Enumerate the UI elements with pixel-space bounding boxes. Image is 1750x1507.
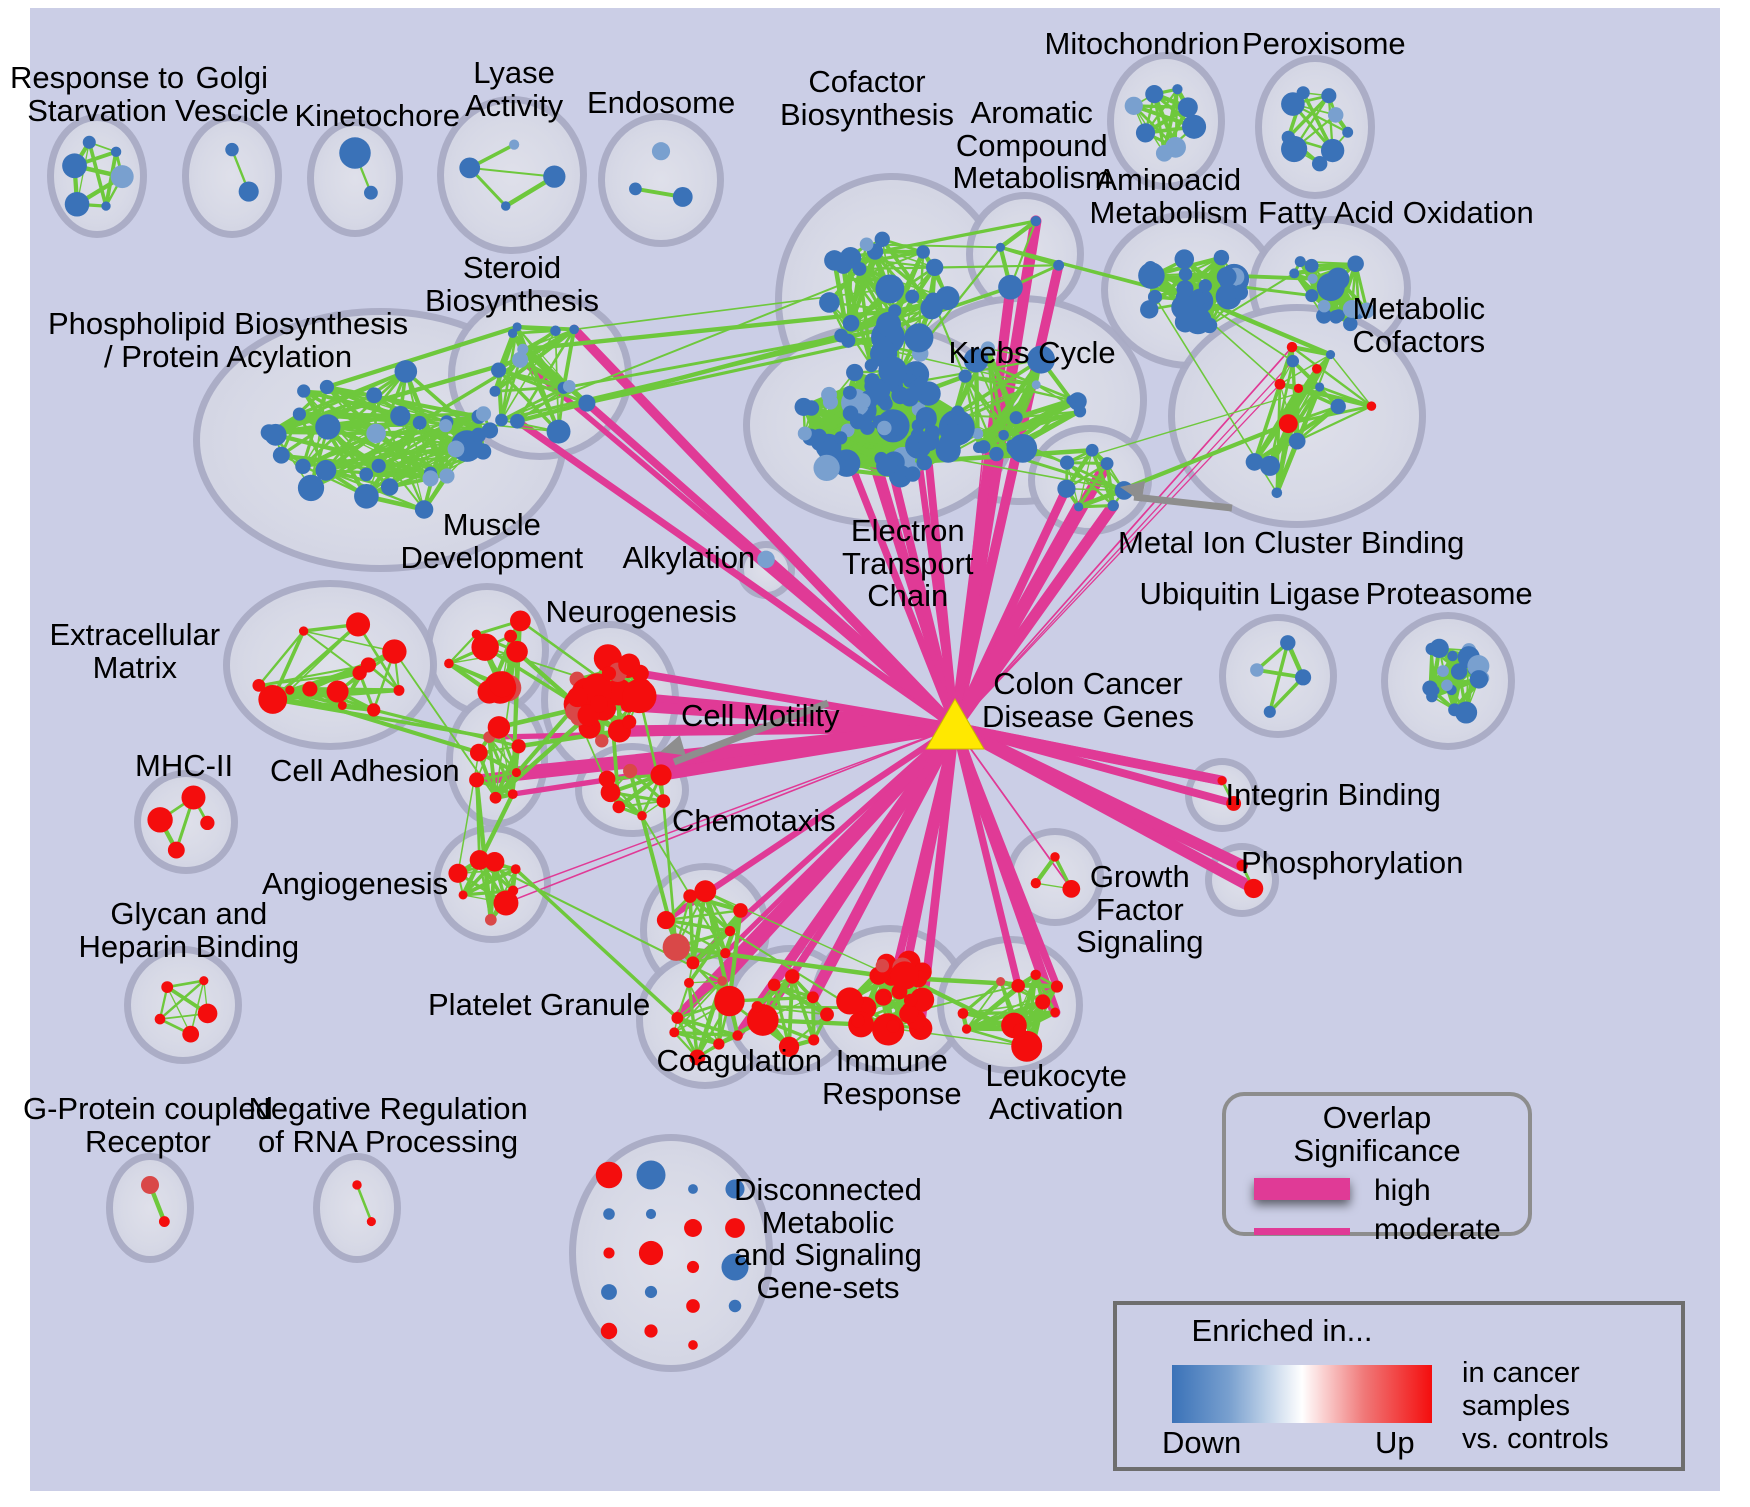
overlap-significance-legend: Overlap Significance high moderate <box>1222 1092 1532 1246</box>
cluster-label-peroxisome: Peroxisome <box>1242 26 1406 61</box>
cluster-label-ubiquitin-ligase: Ubiquitin Ligase <box>1139 576 1361 611</box>
enrichment-side-text: in cancer samples vs. controls <box>1462 1357 1609 1456</box>
cluster-label-cell-motility: Cell Motility <box>681 698 840 733</box>
cluster-label-glycan-heparin-binding: Glycan and Heparin Binding <box>78 896 300 964</box>
cluster-label-negative-regulation-rna-processing: Negative Regulation of RNA Processing <box>248 1091 528 1159</box>
cluster-label-mitochondrion: Mitochondrion <box>1044 26 1240 61</box>
hub-label: Colon Cancer Disease Genes <box>982 666 1194 734</box>
significance-moderate-swatch <box>1254 1228 1350 1235</box>
cluster-label-platelet-granule: Platelet Granule <box>428 987 651 1022</box>
enrichment-colorbar <box>1172 1365 1432 1423</box>
significance-high-swatch <box>1254 1178 1350 1200</box>
cluster-label-disconnected-gene-sets: Disconnected Metabolic and Signaling Gene-s… <box>734 1172 922 1305</box>
cluster-label-steroid-biosynthesis: Steroid Biosynthesis <box>425 250 600 318</box>
cluster-label-neurogenesis: Neurogenesis <box>545 594 737 629</box>
cluster-label-mhc-ii: MHC-II <box>135 748 234 783</box>
cluster-label-fatty-acid-oxidation: Fatty Acid Oxidation <box>1258 195 1534 230</box>
cluster-label-chemotaxis: Chemotaxis <box>672 803 836 838</box>
cluster-label-golgi-vescicle: Golgi Vescicle <box>175 60 289 128</box>
significance-high-label: high <box>1374 1174 1431 1207</box>
cluster-label-proteasome: Proteasome <box>1365 576 1533 611</box>
cluster-label-krebs-cycle: Krebs Cycle <box>948 335 1116 370</box>
cluster-label-angiogenesis: Angiogenesis <box>262 866 449 901</box>
enrichment-legend: Enriched in... Down Up in cancer samples v… <box>1113 1301 1685 1471</box>
cluster-label-aminoacid-metabolism: Aminoacid Metabolism <box>1089 162 1249 230</box>
cluster-label-aromatic-compound-metabolism: Aromatic Compound Metabolism <box>952 95 1112 196</box>
cluster-label-metabolic-cofactors: Metabolic Cofactors <box>1352 291 1486 359</box>
cluster-label-leukocyte-activation: Leukocyte Activation <box>985 1058 1127 1126</box>
cluster-label-endosome: Endosome <box>587 85 736 120</box>
cluster-label-phosphorylation: Phosphorylation <box>1241 845 1464 880</box>
cluster-label-phospholipid-biosynthesis: Phospholipid Biosynthesis / Protein Acyla… <box>48 306 409 374</box>
cluster-label-cofactor-biosynthesis: Cofactor Biosynthesis <box>780 64 955 132</box>
cluster-label-metal-ion-cluster-binding: Metal Ion Cluster Binding <box>1118 525 1465 560</box>
significance-moderate-label: moderate <box>1374 1213 1501 1246</box>
cluster-label-g-protein-coupled-receptor: G-Protein coupled Receptor <box>23 1091 273 1159</box>
overlap-significance-title: Overlap Significance <box>1293 1100 1461 1168</box>
enrichment-down-label: Down <box>1162 1425 1242 1460</box>
cluster-label-growth-factor-signaling: Growth Factor Signaling <box>1076 859 1204 960</box>
cluster-label-alkylation: Alkylation <box>622 540 756 575</box>
cluster-label-lyase-activity: Lyase Activity <box>465 55 564 123</box>
cluster-label-electron-transport-chain: Electron Transport Chain <box>842 513 974 614</box>
enrichment-legend-title: Enriched in... <box>1191 1313 1373 1348</box>
cluster-label-integrin-binding: Integrin Binding <box>1225 777 1441 812</box>
cluster-label-kinetochore: Kinetochore <box>294 98 460 133</box>
cluster-label-cell-adhesion: Cell Adhesion <box>270 753 460 788</box>
cluster-label-immune-response: Immune Response <box>822 1043 962 1111</box>
cluster-label-muscle-development: Muscle Development <box>400 507 584 575</box>
cluster-label-extracellular-matrix: Extracellular Matrix <box>49 617 221 685</box>
cluster-label-coagulation: Coagulation <box>656 1043 822 1078</box>
enrichment-up-label: Up <box>1375 1425 1415 1460</box>
cluster-label-response-to-starvation: Response to Starvation <box>10 60 185 128</box>
